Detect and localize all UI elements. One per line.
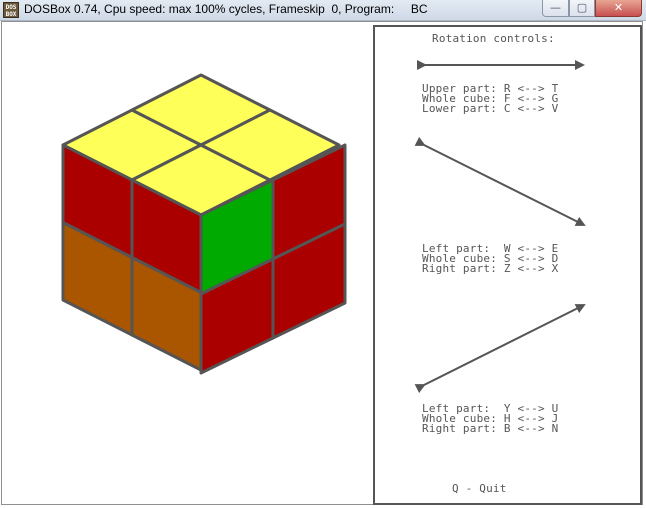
- minimize-icon: —: [550, 1, 561, 14]
- minimize-button[interactable]: —: [542, 0, 569, 17]
- control-keys: W <--> E: [503, 242, 559, 255]
- control-label: Whole cube:: [422, 92, 498, 105]
- quit-instruction: Q - Quit: [452, 482, 507, 495]
- window-title-bar[interactable]: DOS BOX DOSBox 0.74, Cpu speed: max 100%…: [0, 0, 646, 21]
- cube-right-sticker: [271, 222, 347, 340]
- cube-top-sticker: [199, 108, 341, 182]
- control-label: Right part:: [422, 262, 498, 275]
- control-keys: Y <--> U: [503, 402, 559, 415]
- dosbox-app-icon[interactable]: DOS BOX: [3, 2, 19, 18]
- lower-part-control: Lower part: C <--> V: [422, 102, 559, 115]
- control-label: Right part:: [422, 422, 498, 435]
- control-keys: S <--> D: [503, 252, 559, 265]
- whole-cube-control-3: Whole cube: H <--> J: [422, 412, 559, 425]
- control-label: Whole cube:: [422, 412, 498, 425]
- control-keys: Z <--> X: [503, 262, 559, 275]
- screen-border: [1, 21, 643, 505]
- close-icon: ✕: [613, 1, 624, 14]
- control-keys: H <--> J: [503, 412, 559, 425]
- window-title: DOSBox 0.74, Cpu speed: max 100% cycles,…: [24, 2, 428, 16]
- right-part-control-2: Right part: B <--> N: [422, 422, 559, 435]
- left-part-control-1: Left part: W <--> E: [422, 242, 559, 255]
- control-label: Whole cube:: [422, 252, 498, 265]
- upper-part-control: Upper part: R <--> T: [422, 82, 559, 95]
- whole-cube-control-2: Whole cube: S <--> D: [422, 252, 559, 265]
- maximize-button[interactable]: ▢: [569, 0, 595, 17]
- rotation-controls-panel: [373, 25, 642, 505]
- left-part-control-2: Left part: Y <--> U: [422, 402, 559, 415]
- control-keys: R <--> T: [503, 82, 559, 95]
- cube-canvas: [61, 73, 347, 375]
- maximize-icon: ▢: [576, 1, 588, 14]
- controls-title: Rotation controls:: [432, 32, 555, 45]
- right-part-control-1: Right part: Z <--> X: [422, 262, 559, 275]
- control-label: Left part:: [422, 402, 498, 415]
- cube-view: [3, 24, 369, 504]
- control-keys: B <--> N: [503, 422, 559, 435]
- close-button[interactable]: ✕: [595, 0, 642, 17]
- control-label: Left part:: [422, 242, 498, 255]
- control-keys: F <--> G: [503, 92, 559, 105]
- control-label: Upper part:: [422, 82, 498, 95]
- control-label: Lower part:: [422, 102, 498, 115]
- whole-cube-control-1: Whole cube: F <--> G: [422, 92, 559, 105]
- control-keys: C <--> V: [503, 102, 559, 115]
